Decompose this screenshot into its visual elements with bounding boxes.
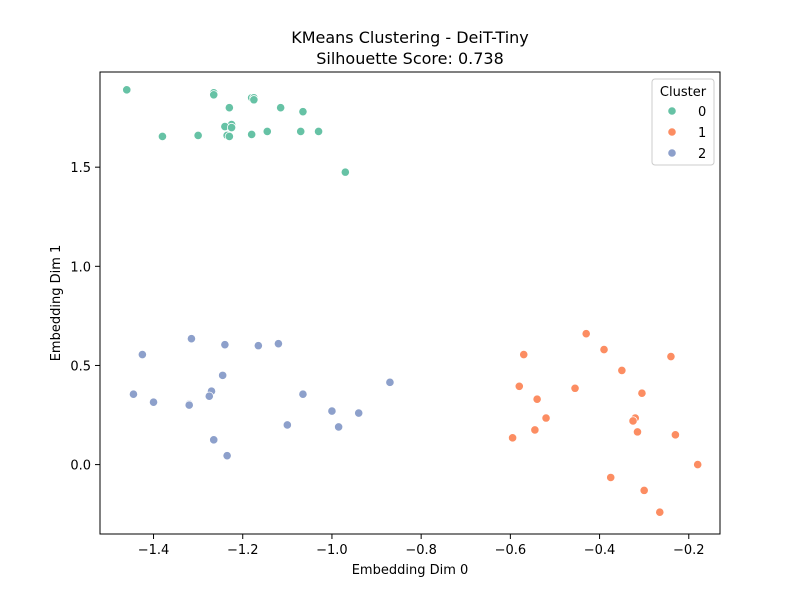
data-point-cluster-1 [541,413,551,423]
x-tick-label: −0.6 [495,543,527,558]
data-point-cluster-1 [617,365,627,376]
data-point-cluster-1 [599,344,609,355]
data-point-cluster-2 [128,389,139,399]
data-point-cluster-2 [209,435,219,445]
data-point-cluster-0 [313,126,324,137]
data-point-cluster-1 [639,485,649,495]
data-point-cluster-1 [666,351,676,362]
data-point-cluster-0 [224,103,234,113]
data-point-cluster-1 [514,381,524,391]
data-point-cluster-1 [532,394,542,404]
plot-frame [99,71,721,535]
chart-title: KMeans Clustering - DeiT-Tiny [291,28,529,47]
data-point-cluster-0 [247,129,257,140]
data-point-cluster-1 [530,425,540,435]
data-point-cluster-0 [249,95,259,105]
data-point-cluster-2 [184,400,194,410]
x-tick-label: −1.0 [316,543,348,558]
x-tick-label: −0.4 [584,543,616,558]
data-point-cluster-2 [137,349,147,360]
y-tick-label: 0.0 [70,459,91,474]
legend-marker-cluster-1 [667,127,677,137]
data-point-cluster-2 [334,422,344,432]
data-point-cluster-0 [157,131,168,142]
data-point-cluster-2 [218,370,228,380]
y-tick-label: 0.5 [70,359,91,374]
data-point-cluster-1 [655,507,665,517]
legend: Cluster 0 1 2 [651,78,715,166]
data-point-cluster-2 [327,406,337,416]
data-point-cluster-0 [296,126,306,137]
points-layer [122,85,703,517]
data-point-cluster-1 [628,416,638,426]
data-point-cluster-2 [253,341,263,351]
data-point-cluster-2 [273,339,284,349]
x-tick-label: −1.2 [227,543,259,558]
data-point-cluster-0 [193,130,203,141]
data-point-cluster-1 [570,383,580,393]
legend-items: 0 1 2 [667,105,706,162]
data-point-cluster-2 [148,397,159,407]
data-point-cluster-0 [340,167,350,177]
legend-marker-cluster-2 [667,148,677,158]
legend-label-cluster-1: 1 [698,126,706,141]
x-tick-label: −0.2 [673,543,705,558]
data-point-cluster-1 [507,433,518,443]
data-point-cluster-2 [298,389,308,399]
data-point-cluster-1 [693,460,703,470]
legend-title: Cluster [660,85,707,100]
chart-subtitle: Silhouette Score: 0.738 [316,49,504,68]
data-point-cluster-0 [226,122,237,133]
data-point-cluster-2 [222,451,232,461]
legend-marker-cluster-0 [667,106,677,116]
x-tick-label: −1.4 [138,543,170,558]
legend-label-cluster-0: 0 [698,105,706,120]
data-point-cluster-1 [637,388,647,398]
data-point-cluster-2 [186,334,197,344]
data-point-cluster-2 [220,340,230,350]
data-point-cluster-0 [276,103,286,113]
data-point-cluster-0 [298,107,308,117]
data-point-cluster-0 [262,126,272,137]
x-axis-label: Embedding Dim 0 [352,563,469,578]
data-point-cluster-0 [209,90,219,100]
data-point-cluster-1 [670,430,680,440]
data-point-cluster-0 [224,131,234,142]
data-point-cluster-2 [385,377,395,387]
y-tick-label: 1.5 [70,161,91,176]
data-point-cluster-2 [282,420,292,430]
data-point-cluster-1 [519,349,529,360]
legend-label-cluster-2: 2 [698,147,706,162]
data-point-cluster-1 [606,472,616,483]
legend-box [651,78,715,166]
ticks-layer: −1.4 −1.2 −1.0 −0.8 −0.6 −0.4 −0.2 0.0 0.5 1.0 1.5 [70,161,704,558]
x-tick-label: −0.8 [405,543,437,558]
data-point-cluster-2 [204,391,214,401]
data-point-cluster-1 [632,427,643,437]
data-point-cluster-2 [354,408,364,418]
y-axis-label: Embedding Dim 1 [49,245,64,362]
data-point-cluster-0 [122,85,132,95]
data-point-cluster-1 [581,329,591,339]
y-tick-label: 1.0 [70,260,91,275]
